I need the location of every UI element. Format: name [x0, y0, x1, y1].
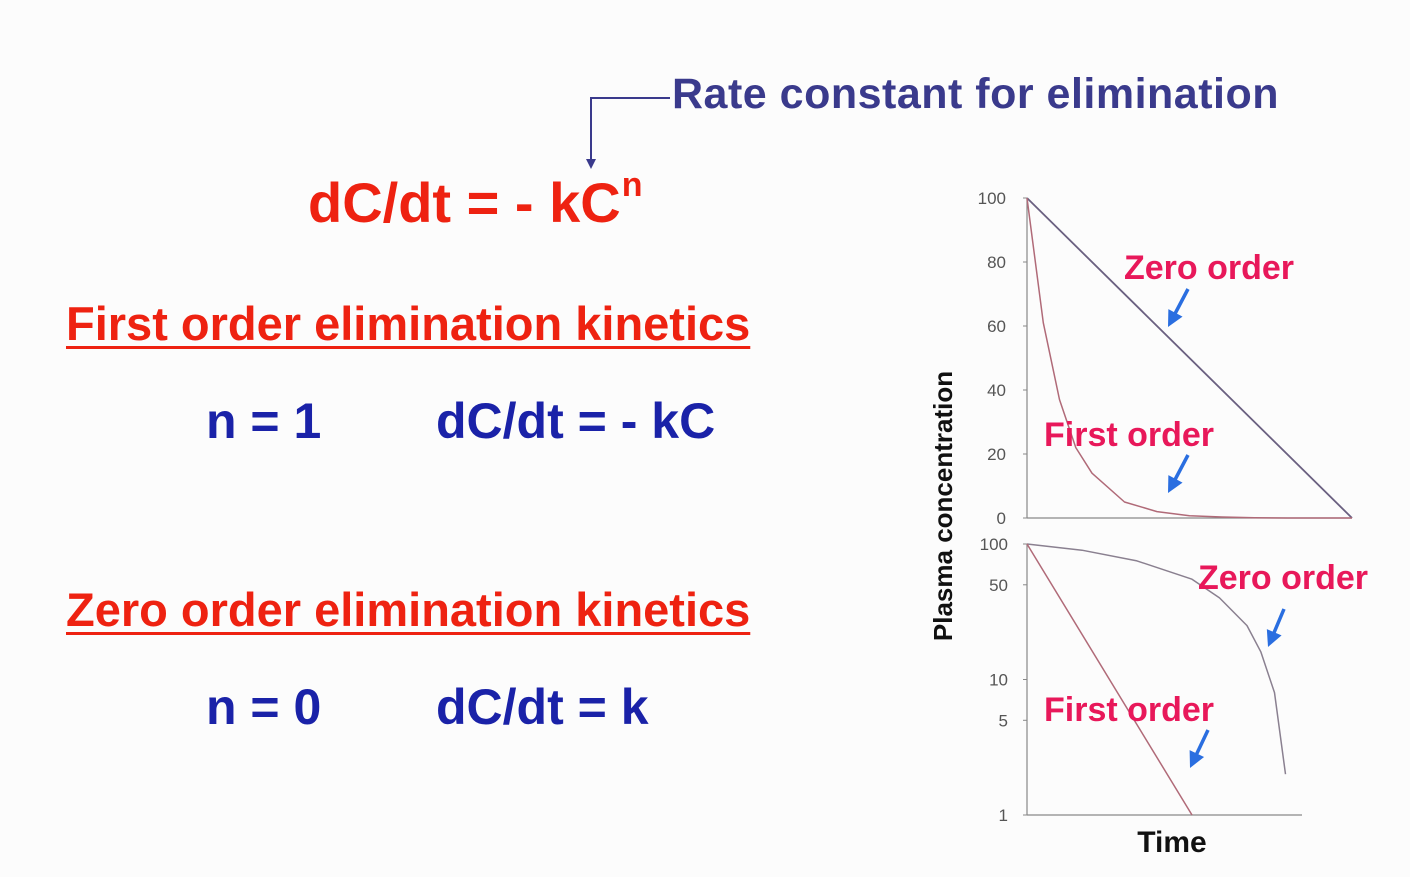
general-rate-equation: dC/dt = - kCn	[308, 166, 642, 235]
chart-1-ytick-label-1: 5	[999, 711, 1008, 730]
first-order-equation: dC/dt = - kC	[436, 393, 716, 449]
chart-1-ytick-label-2: 10	[989, 671, 1008, 690]
zero-order-n-value: n = 0	[206, 679, 322, 735]
chart-1-arrow-first-order-head	[1189, 750, 1205, 768]
chart-0-label-first-order: First order	[1044, 416, 1214, 454]
chart-0-arrow-first-order	[1171, 454, 1190, 485]
chart-1-ytick-label-4: 100	[980, 535, 1008, 554]
chart-0-ytick-label-1: 20	[987, 445, 1006, 464]
chart-0-series-zero-order	[1026, 197, 1353, 519]
zero-order-heading: Zero order elimination kinetics	[66, 583, 751, 636]
chart-0-ytick-label-4: 80	[987, 253, 1006, 272]
chart-0-ytick-label-5: 100	[978, 189, 1006, 208]
chart-1-arrow-zero-order-head	[1266, 629, 1282, 647]
chart-1-series-zero-order	[1026, 543, 1287, 775]
general-rate-equation-exponent: n	[621, 166, 643, 204]
rate-constant-label: Rate constant for elimination	[672, 70, 1280, 118]
chart-1-label-zero-order: Zero order	[1198, 559, 1368, 597]
y-axis-label: Plasma concentration	[928, 371, 958, 641]
chart-1-ytick-label-0: 1	[999, 806, 1008, 825]
zero-order-equation: dC/dt = k	[436, 679, 649, 735]
x-axis-label: Time	[1137, 826, 1206, 859]
chart-1-label-first-order: First order	[1044, 691, 1214, 729]
chart-0-ytick-label-3: 60	[987, 317, 1006, 336]
chart-0-arrow-zero-order	[1171, 288, 1190, 319]
first-order-heading: First order elimination kinetics	[66, 297, 751, 350]
chart-0-series-first-order	[1026, 197, 1352, 519]
first-order-n-value: n = 1	[206, 393, 322, 449]
general-rate-equation-base: dC/dt = - kC	[308, 171, 621, 234]
chart-0-arrow-first-order-head	[1168, 475, 1183, 493]
chart-0-label-zero-order: Zero order	[1124, 249, 1294, 287]
chart-0-arrow-zero-order-head	[1168, 309, 1183, 327]
chart-0-ytick-label-2: 40	[987, 381, 1006, 400]
chart-0-ytick-label-0: 0	[997, 509, 1006, 528]
chart-1-ytick-label-3: 50	[989, 576, 1008, 595]
chart-1-series-first-order	[1026, 543, 1193, 816]
